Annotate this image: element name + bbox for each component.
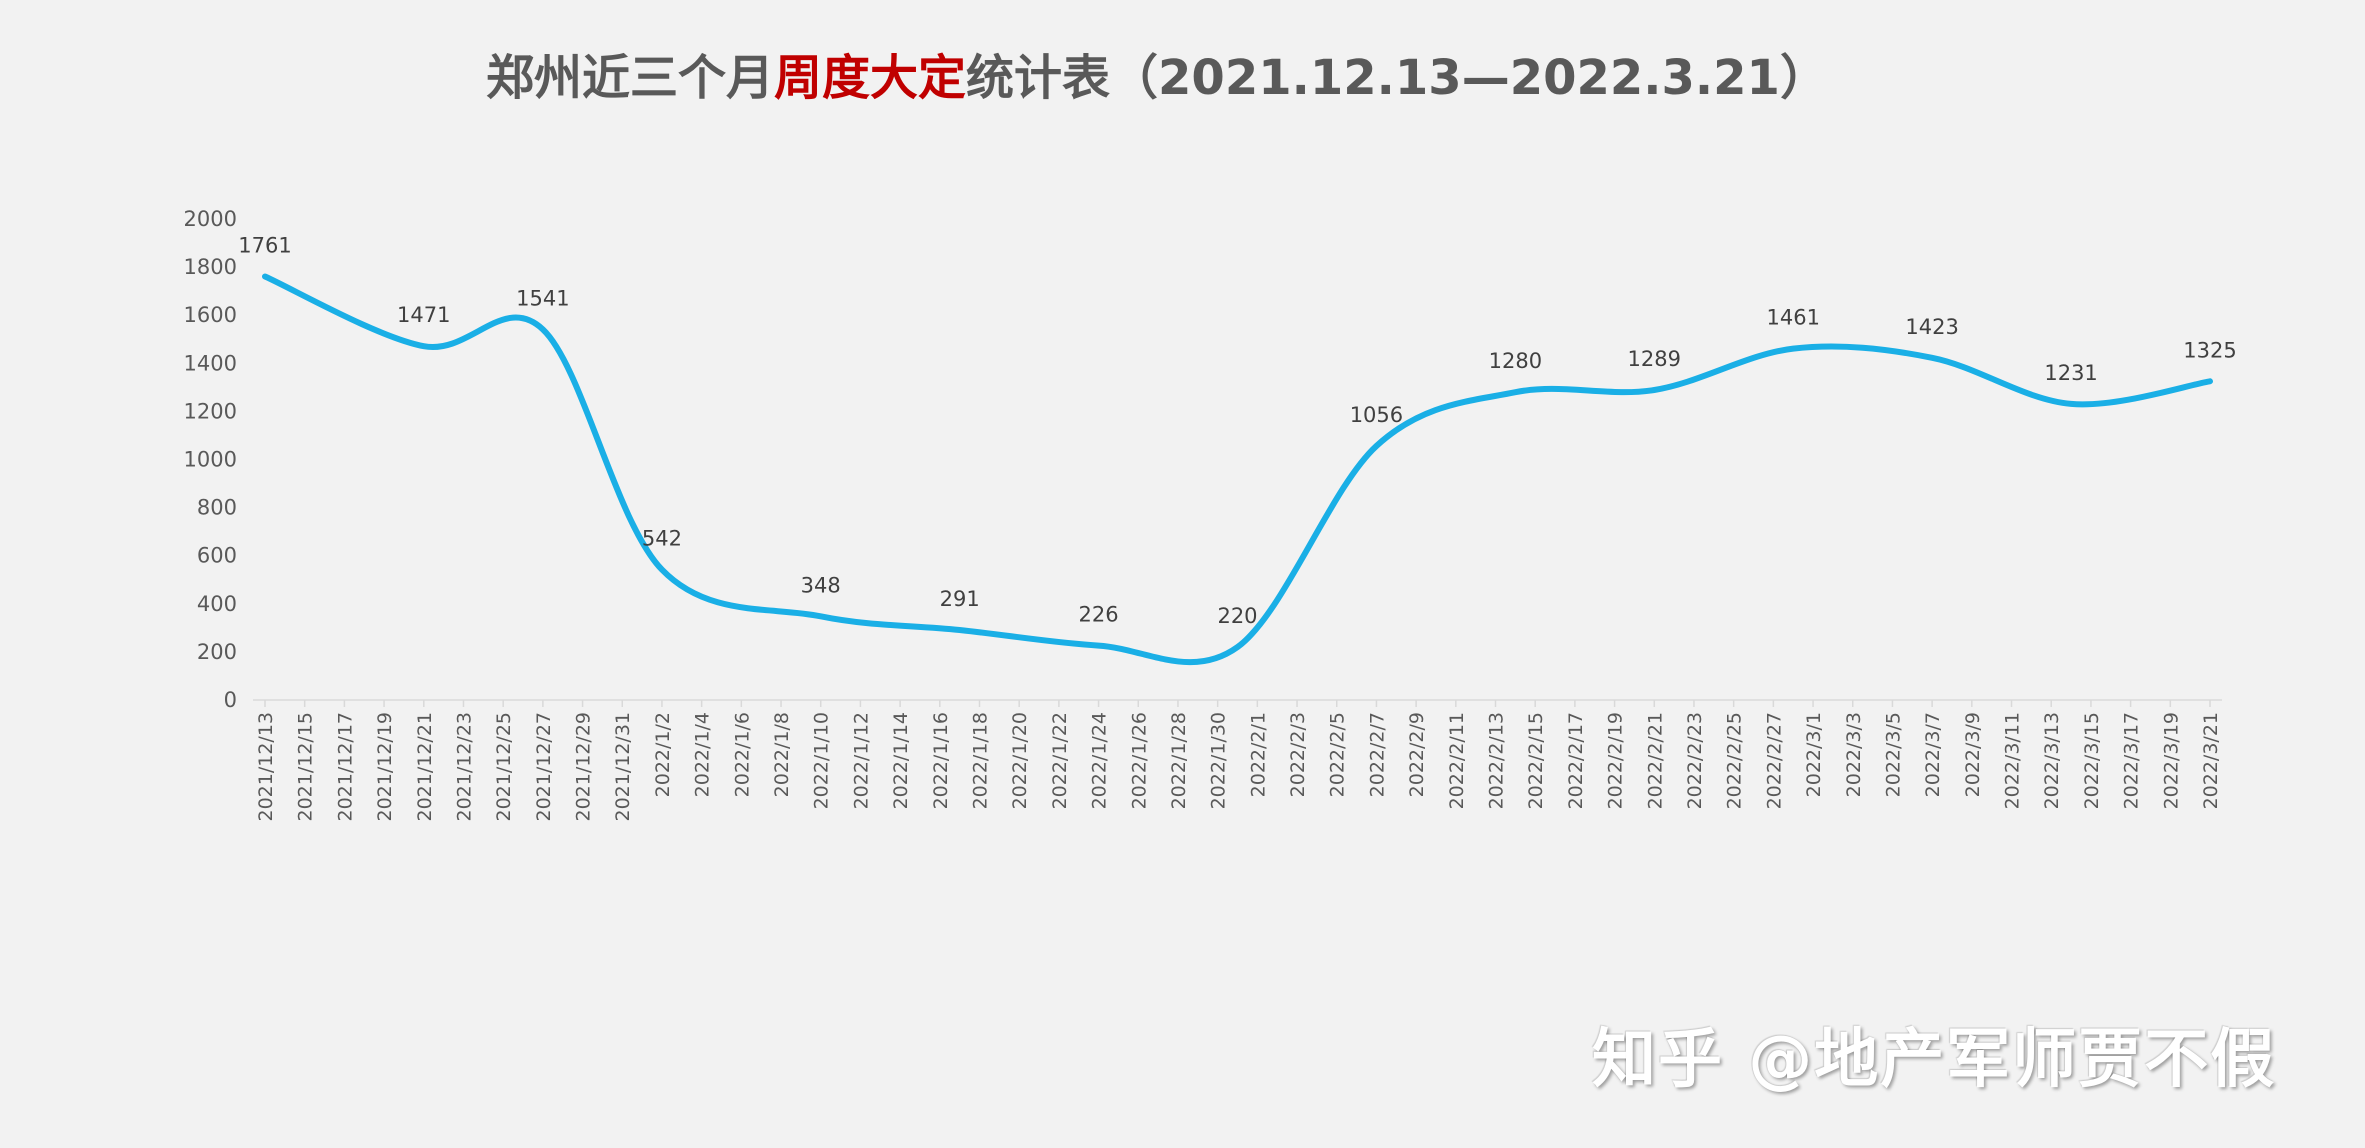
watermark: 知乎 @地产军师贾不假 [1592,1023,2277,1097]
title-prefix: 郑州近三个月 [486,50,775,106]
data-label: 1761 [238,233,291,257]
y-tick-label: 600 [197,544,237,568]
x-tick-label: 2022/3/5 [1882,712,1904,797]
x-tick-label: 2021/12/21 [414,712,436,822]
x-tick-label: 2022/1/18 [969,712,991,809]
data-label: 1423 [1905,315,1958,339]
x-tick-label: 2022/3/9 [1962,712,1984,797]
data-label: 1325 [2183,338,2236,362]
data-label: 1056 [1350,403,1403,427]
x-tick-label: 2021/12/29 [573,712,595,822]
x-tick-label: 2022/3/7 [1922,712,1944,797]
x-tick-label: 2021/12/25 [493,712,515,822]
x-tick-label: 2022/2/11 [1446,712,1468,809]
y-tick-label: 1400 [184,351,237,375]
y-tick-label: 2000 [184,207,237,231]
y-tick-label: 1000 [184,448,237,472]
x-tick-label: 2021/12/27 [533,712,555,822]
y-tick-label: 200 [197,640,237,664]
x-tick-label: 2022/2/5 [1327,712,1349,797]
x-tick-label: 2022/2/27 [1763,712,1785,809]
x-tick-label: 2022/1/24 [1089,712,1111,809]
x-tick-label: 2022/2/23 [1684,712,1706,809]
data-label: 348 [801,573,841,597]
x-tick-label: 2022/3/1 [1803,712,1825,797]
title-suffix: 统计表（2021.12.13—2022.3.21） [966,50,1828,106]
x-tick-label: 2022/3/3 [1843,712,1865,797]
x-tick-label: 2022/1/4 [692,712,714,797]
y-axis: 0 200 400 600 800 1000 1200 1400 1600 1800 2000 [184,207,237,712]
x-tick-label: 2021/12/17 [334,712,356,822]
x-tick-label: 2022/2/17 [1565,712,1587,809]
data-label: 1471 [397,303,450,327]
x-tick-label: 2021/12/15 [295,712,317,822]
x-tick-label: 2022/1/8 [771,712,793,797]
x-tick-label: 2022/2/25 [1724,712,1746,809]
x-tick-label: 2021/12/31 [612,712,634,822]
x-tick-label: 2022/1/28 [1168,712,1190,809]
x-axis: 2021/12/13 2021/12/15 2021/12/17 2021/12/19… [255,700,2222,822]
x-tick-label: 2022/3/11 [2002,712,2024,809]
x-tick-label: 2021/12/19 [374,712,396,822]
data-label: 226 [1079,603,1119,627]
y-tick-label: 1600 [184,303,237,327]
title-highlight: 周度大定 [774,50,967,106]
data-label: 1541 [516,286,569,310]
x-tick-label: 2022/1/14 [890,712,912,809]
data-label: 291 [940,587,980,611]
y-tick-label: 800 [197,496,237,520]
x-tick-label: 2022/1/12 [850,712,872,809]
x-tick-label: 2022/3/21 [2200,712,2222,809]
x-tick-label: 2022/2/9 [1406,712,1428,797]
x-tick-label: 2021/12/13 [255,712,277,822]
data-label: 1289 [1628,347,1681,371]
x-tick-label: 2022/1/6 [731,712,753,797]
y-tick-label: 400 [197,592,237,616]
x-tick-label: 2022/1/26 [1128,712,1150,809]
x-tick-label: 2022/2/1 [1247,712,1269,797]
data-label: 220 [1217,604,1257,628]
x-tick-label: 2022/1/30 [1208,712,1230,809]
x-tick-label: 2022/1/20 [1009,712,1031,809]
x-tick-label: 2022/2/15 [1525,712,1547,809]
y-tick-label: 1200 [184,399,237,423]
x-tick-label: 2022/1/10 [811,712,833,809]
data-labels: 1761 1471 1541 542 348 291 226 220 1056 1280 1289 1… [238,233,2236,628]
x-tick-label: 2022/2/13 [1486,712,1508,809]
x-tick-label: 2022/1/16 [930,712,952,809]
data-label: 1461 [1766,306,1819,330]
data-label: 1231 [2044,361,2097,385]
x-tick-label: 2022/2/7 [1366,712,1388,797]
data-label: 542 [642,527,682,551]
y-tick-label: 1800 [184,255,237,279]
x-tick-label: 2022/2/19 [1605,712,1627,809]
x-tick-label: 2022/3/13 [2041,712,2063,809]
x-tick-label: 2022/3/19 [2160,712,2182,809]
chart-title: 郑州近三个月周度大定统计表（2021.12.13—2022.3.21） [486,38,1828,108]
series-line [262,273,2213,666]
x-tick-label: 2022/1/2 [652,712,674,797]
data-label: 1280 [1489,349,1542,373]
y-tick-label: 0 [224,688,237,712]
x-tick-label: 2021/12/23 [453,712,475,822]
x-tick-label: 2022/3/17 [2121,712,2143,809]
x-tick-label: 2022/2/3 [1287,712,1309,797]
x-tick-label: 2022/2/21 [1644,712,1666,809]
x-tick-label: 2022/3/15 [2081,712,2103,809]
x-tick-label: 2022/1/22 [1049,712,1071,809]
